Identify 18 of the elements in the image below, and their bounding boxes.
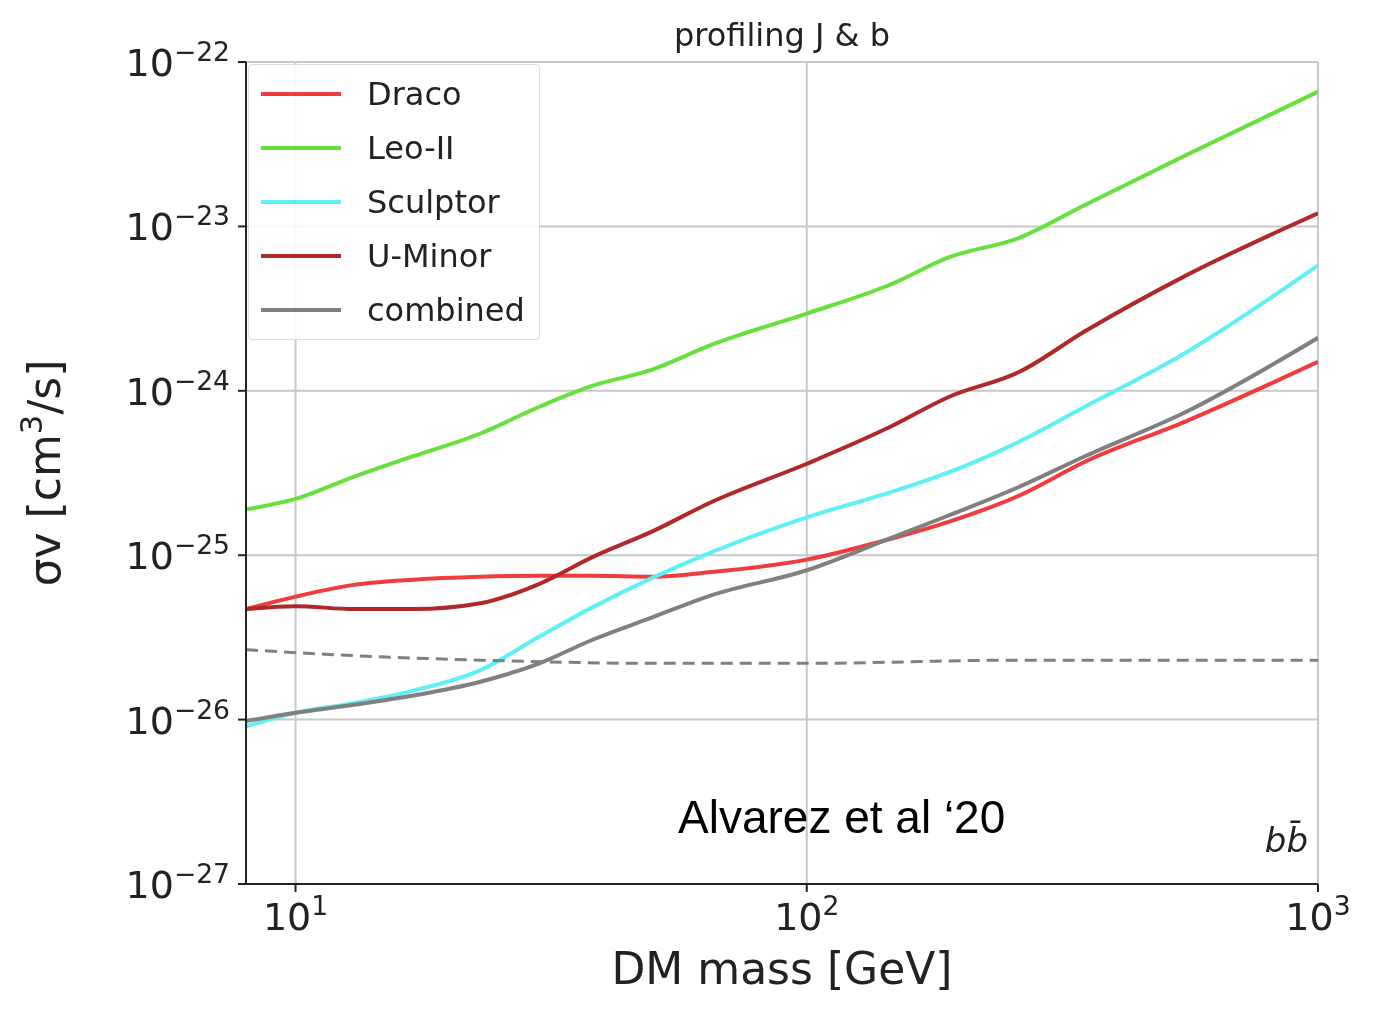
legend-label: U-Minor (367, 237, 492, 275)
y-tick-label: 10$^{−24}$ (125, 364, 230, 414)
chart-title: profiling J & b (672, 16, 892, 54)
y-tick-label: 10$^{−22}$ (125, 35, 230, 85)
y-tick-label: 10$^{−25}$ (125, 528, 230, 579)
x-axis-title: DM mass [GeV] (611, 943, 953, 994)
annotation: bb̄ (1264, 820, 1308, 860)
y-tick-label: 10$^{−26}$ (125, 693, 230, 743)
legend-label: Draco (367, 75, 462, 113)
x-tick-label: 10$^{1}$ (262, 889, 329, 939)
y-tick-label: 10$^{−23}$ (125, 199, 230, 250)
x-tick-label: 10$^{3}$ (1285, 889, 1351, 939)
legend-label: combined (367, 291, 525, 329)
y-tick-label: 10$^{−27}$ (125, 857, 230, 907)
legend-label: Leo-II (367, 129, 455, 167)
legend-label: Sculptor (367, 183, 500, 221)
x-tick-label: 10$^{2}$ (774, 889, 840, 939)
annotation: Alvarez et al ‘20 (678, 790, 1006, 844)
